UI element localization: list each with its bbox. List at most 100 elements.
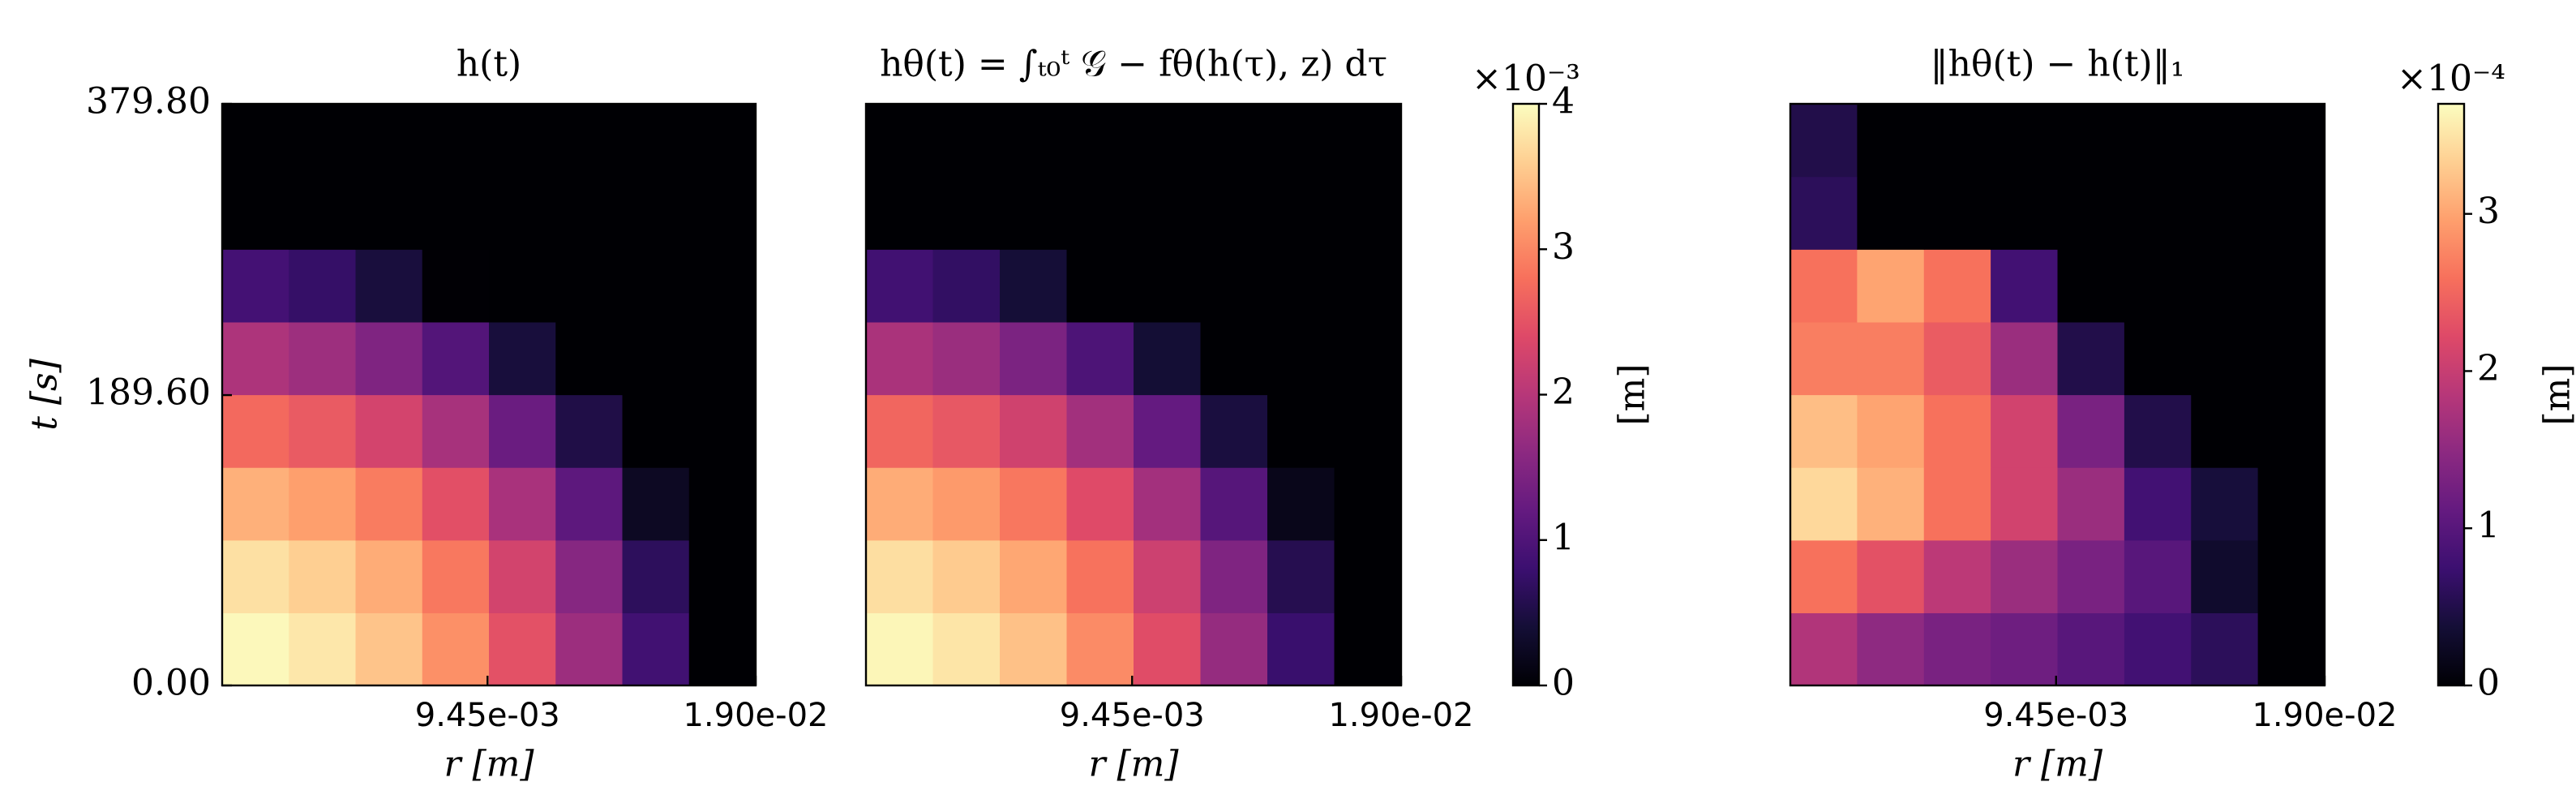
x-axis-label: r [m] <box>444 744 534 785</box>
heatmap-cell <box>289 321 357 396</box>
heatmap-cell <box>222 612 289 686</box>
heatmap-cell <box>555 104 624 178</box>
heatmap-cell <box>1267 394 1335 468</box>
heatmap-cell <box>1923 539 1991 613</box>
heatmap-cell <box>1857 612 1925 686</box>
heatmap-cell <box>688 612 757 686</box>
heatmap-cell <box>622 249 690 323</box>
heatmap-cell <box>622 539 690 613</box>
x-tick-label: 1.90e-02 <box>2252 697 2397 734</box>
heatmap-cell <box>688 321 757 396</box>
heatmap-cell <box>2191 321 2259 396</box>
heatmap-cell <box>932 176 1001 250</box>
heatmap-cell <box>489 176 556 250</box>
heatmap-cell <box>1066 321 1134 396</box>
heatmap-cell <box>2124 249 2192 323</box>
heatmap-cell <box>2124 104 2192 178</box>
x-axis-label: r [m] <box>1088 744 1179 785</box>
heatmap-cell <box>2257 249 2325 323</box>
heatmap-cell <box>555 612 624 686</box>
heatmap-cell <box>688 249 757 323</box>
heatmap-cell <box>2124 176 2192 250</box>
heatmap-cell <box>866 612 934 686</box>
heatmap-cell <box>1334 539 1402 613</box>
heatmap-cell <box>1334 176 1402 250</box>
heatmap-cell <box>1923 612 1991 686</box>
colorbar-label: [m] <box>1612 363 1653 425</box>
heatmap-cell <box>622 321 690 396</box>
heatmap-cell <box>1923 467 1991 541</box>
heatmap-cell <box>222 467 289 541</box>
colorbar-tick-label: 3 <box>2477 191 2500 232</box>
heatmap-cell <box>1200 249 1268 323</box>
x-tick-label: 9.45e-03 <box>415 697 560 734</box>
heatmap-cell <box>1066 104 1134 178</box>
heatmap-cell <box>1066 176 1134 250</box>
heatmap-cell <box>1000 394 1068 468</box>
heatmap-cell <box>422 612 490 686</box>
colorbar-tick-label: 0 <box>1552 663 1575 704</box>
heatmap-cell <box>2057 539 2125 613</box>
heatmap-cell <box>866 249 934 323</box>
colorbar <box>2438 104 2464 685</box>
heatmap-cell <box>1134 612 1202 686</box>
heatmap-cell <box>1000 104 1068 178</box>
heatmap-cell <box>1923 104 1991 178</box>
heatmap-cell <box>622 612 690 686</box>
heatmap-cell <box>1334 467 1402 541</box>
heatmap-cell <box>1790 104 1858 178</box>
heatmap-cell <box>1790 249 1858 323</box>
heatmap-cell <box>222 394 289 468</box>
heatmap-cell <box>1923 394 1991 468</box>
heatmap-cell <box>1991 104 2059 178</box>
heatmap-cell <box>1200 104 1268 178</box>
heatmap-cell <box>2257 612 2325 686</box>
heatmap-cell <box>2124 394 2192 468</box>
heatmap-cell <box>289 612 357 686</box>
heatmap-cell <box>932 394 1001 468</box>
heatmap-cell <box>1267 176 1335 250</box>
heatmap-cell <box>1790 612 1858 686</box>
heatmap-cell <box>2257 176 2325 250</box>
heatmap-cell <box>2191 249 2259 323</box>
heatmap-cell <box>1857 394 1925 468</box>
heatmap-cell <box>355 394 423 468</box>
panel-title: h(t) <box>456 44 521 85</box>
heatmap-cell <box>688 394 757 468</box>
heatmap-cell <box>1334 321 1402 396</box>
heatmap-cell <box>289 467 357 541</box>
heatmap-cell <box>1000 176 1068 250</box>
heatmap-cell <box>1000 249 1068 323</box>
heatmap-cell <box>1267 467 1335 541</box>
heatmap-cell <box>289 394 357 468</box>
x-tick-label: 1.90e-02 <box>683 697 828 734</box>
heatmap-cell <box>489 612 556 686</box>
heatmap-cell <box>222 539 289 613</box>
heatmap-cell <box>1991 539 2059 613</box>
heatmap-cell <box>1991 612 2059 686</box>
colorbar-frame <box>2437 102 2466 687</box>
heatmap-cell <box>1000 467 1068 541</box>
axes-frame <box>864 102 1403 687</box>
heatmap-cell <box>555 249 624 323</box>
heatmap-cell <box>355 104 423 178</box>
heatmap-cell <box>2124 467 2192 541</box>
heatmap-cell <box>222 176 289 250</box>
colorbar-label: [m] <box>2537 363 2576 425</box>
colorbar-tick-label: 1 <box>2477 505 2500 547</box>
heatmap-cell <box>1334 249 1402 323</box>
x-axis-label: r [m] <box>2012 744 2103 785</box>
heatmap-cell <box>932 612 1001 686</box>
heatmap-cell <box>1923 321 1991 396</box>
heatmap-cell <box>688 539 757 613</box>
colorbar-tick-label: 4 <box>1552 81 1575 122</box>
heatmap-cell <box>1267 539 1335 613</box>
heatmap-cell <box>422 176 490 250</box>
colorbar-offset-label: ×10⁻³ <box>1472 58 1580 100</box>
heatmap-cell <box>355 539 423 613</box>
heatmap-cell <box>555 394 624 468</box>
heatmap-cell <box>422 394 490 468</box>
x-tick-label: 9.45e-03 <box>1060 697 1205 734</box>
heatmap-cell <box>1334 612 1402 686</box>
heatmap-cell <box>1857 539 1925 613</box>
